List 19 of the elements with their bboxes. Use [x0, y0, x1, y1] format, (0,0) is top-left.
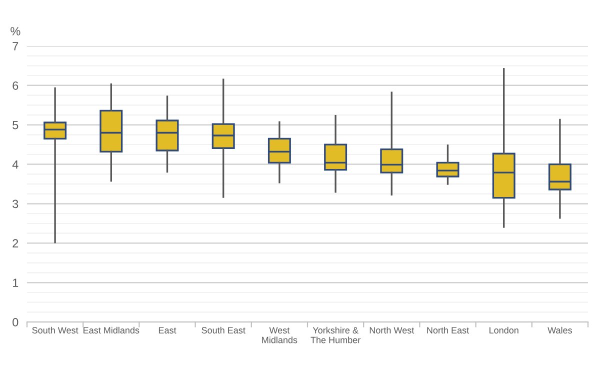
y-tick-label: 5 — [12, 121, 18, 130]
x-tick-label: East — [158, 327, 176, 334]
y-tick-label: 4 — [12, 160, 18, 169]
x-tick-label: Yorkshire & The Humber — [310, 326, 360, 344]
x-tick-label: Wales — [548, 326, 572, 334]
y-tick-label: 6 — [12, 81, 18, 90]
y-tick-label: 7 — [12, 42, 18, 50]
x-tick-label: East Midlands — [84, 326, 140, 334]
x-tick-label: South West — [32, 326, 78, 334]
y-tick-label: 2 — [12, 239, 18, 248]
x-tick-label: South East — [202, 326, 246, 334]
y-axis-title: % — [10, 27, 20, 36]
x-tick-label: North West — [370, 326, 414, 334]
x-tick-label: London — [490, 326, 518, 334]
y-tick-label: 0 — [12, 318, 18, 326]
y-tick-label: 3 — [12, 200, 18, 208]
x-tick-label: West Midlands — [262, 327, 298, 344]
y-tick-label: 1 — [13, 278, 18, 287]
x-tick-label: North East — [427, 326, 470, 334]
